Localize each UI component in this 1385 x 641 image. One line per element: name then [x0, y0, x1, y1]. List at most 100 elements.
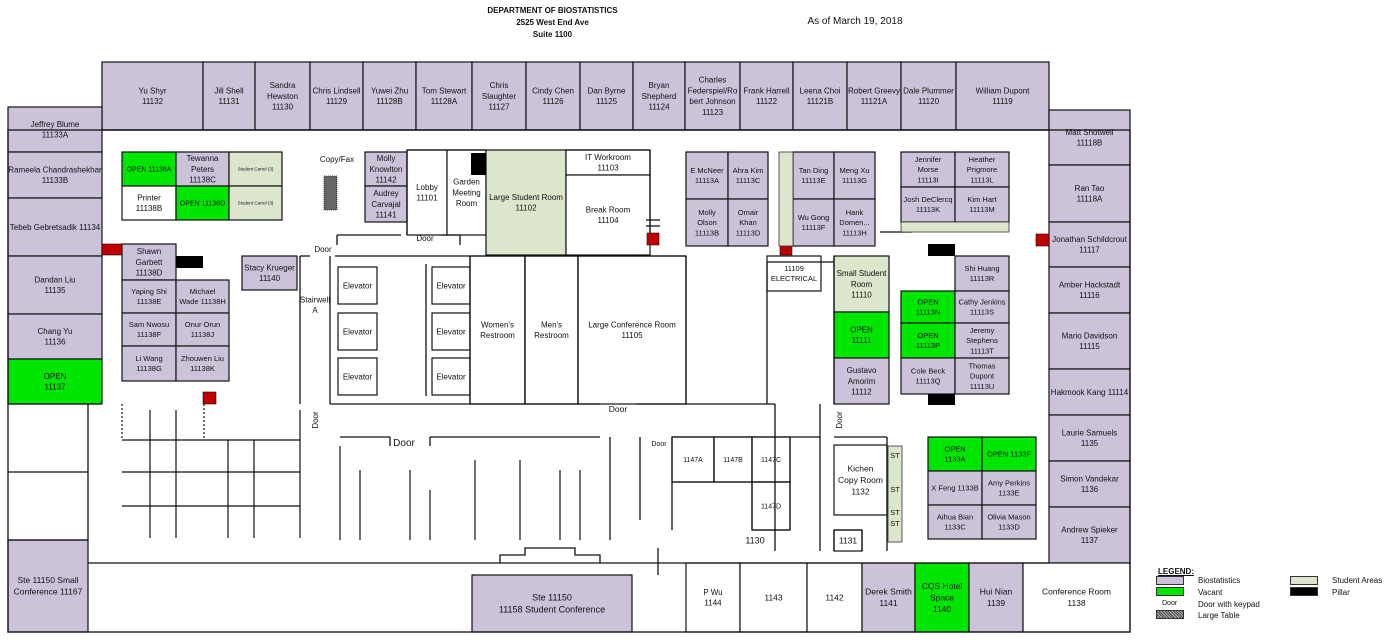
- room-r1138: [1022, 562, 1131, 633]
- room-label: 11138J: [191, 330, 215, 339]
- room-box: [1048, 414, 1131, 462]
- room-r11113r: [954, 255, 1010, 292]
- room-box: [833, 198, 876, 247]
- room-label: 11138B: [136, 204, 162, 213]
- room-label: Charles: [699, 76, 727, 85]
- room-label: 11122: [756, 97, 778, 106]
- room-label: Wade 11138H: [179, 297, 226, 306]
- room-r11113h: [833, 198, 876, 247]
- room-label: Aihua Bian: [937, 513, 973, 522]
- room-label: OPEN 11138D: [180, 200, 225, 207]
- room-label: 11113N: [916, 308, 941, 317]
- room-r11138b: [121, 185, 177, 221]
- room-box: [202, 61, 256, 131]
- room-label: Copy Room: [838, 475, 883, 485]
- room-label: Morse: [918, 165, 939, 174]
- room-label: Hui Nian: [980, 587, 1013, 597]
- room-label: 11136: [44, 338, 66, 347]
- keypad-doors: [101, 232, 1050, 405]
- room-box: [1022, 562, 1131, 633]
- room-label: Women's: [481, 320, 514, 329]
- room-label: Printer: [137, 193, 161, 202]
- room-label: Cathy Jenkins: [958, 298, 1005, 307]
- room-box: [927, 470, 983, 506]
- room-box: [525, 61, 581, 131]
- room-r11138d: [175, 185, 230, 221]
- room-label: 11113B: [695, 228, 719, 237]
- room-label: 11105: [621, 331, 643, 340]
- room-label: 11116: [1079, 291, 1100, 300]
- room-label: 1147B: [723, 457, 743, 464]
- room-label: OPEN: [44, 372, 67, 381]
- room-box: [469, 255, 526, 405]
- room-r11113c: [727, 151, 769, 200]
- room-box: [846, 61, 902, 131]
- room-box: [861, 562, 916, 633]
- room-label: William Dupont: [976, 86, 1031, 95]
- door-label: Door: [311, 411, 320, 429]
- room-label: Yu Shyr: [138, 86, 166, 95]
- room-label: Shepherd: [642, 92, 677, 101]
- room-label: 11128A: [431, 97, 458, 106]
- room-label: OPEN: [850, 325, 873, 334]
- room-r11103: [565, 149, 651, 176]
- room-r1135e: [1048, 414, 1131, 462]
- room-r1133d: [981, 504, 1037, 540]
- room-box: [471, 574, 633, 633]
- room-label: ELECTRICAL: [771, 274, 817, 283]
- room-label: 11103: [597, 164, 619, 173]
- room-r11102: [485, 149, 567, 256]
- room-label: 1147A: [683, 457, 703, 464]
- room-label: 1138: [1067, 598, 1086, 608]
- room-label: 11110: [851, 291, 872, 300]
- legend-door-keypad-label: Door with keypad: [1198, 600, 1260, 609]
- room-label: 11121A: [861, 97, 888, 106]
- room-label: 1139: [987, 598, 1006, 608]
- room-r11113u: [954, 357, 1010, 395]
- room-label: Restroom: [534, 331, 569, 340]
- room-box: [751, 436, 791, 483]
- room-label: Garbett: [136, 258, 163, 267]
- room-label: Li Wang: [135, 354, 162, 363]
- room-label: Room: [851, 280, 873, 289]
- room-r11118a: [1048, 164, 1131, 223]
- room-label: 11113F: [802, 223, 826, 232]
- room-r11138c: [175, 151, 230, 187]
- room-label: CQS Hotel: [922, 581, 963, 591]
- room-label: 11113K: [916, 205, 940, 214]
- room-label: Olson: [697, 218, 717, 227]
- room-label: 1130: [745, 536, 764, 546]
- room-box: [900, 186, 956, 223]
- room-label: 1132: [851, 486, 870, 496]
- room-mens: [524, 255, 579, 405]
- room-r11113m: [954, 186, 1010, 223]
- room-r11116: [1048, 266, 1131, 314]
- room-box: [364, 151, 408, 187]
- room-box: [471, 61, 527, 131]
- room-box: [927, 504, 983, 540]
- room-label: 11113Q: [915, 377, 940, 386]
- room-r11117: [1048, 221, 1131, 268]
- pillar: [471, 153, 486, 175]
- room-box: [7, 151, 103, 199]
- legend-biostat-label: Biostatistics: [1198, 576, 1241, 585]
- room-label: Omair: [738, 208, 759, 217]
- room-r1133b: [927, 470, 983, 506]
- room-label: Matt Shotwell: [1065, 128, 1113, 137]
- room-label: Lobby: [416, 183, 438, 192]
- room-label: OPEN 11138A: [127, 166, 172, 173]
- room-label: Jennifer: [915, 155, 942, 164]
- room-label: 11137: [44, 383, 66, 392]
- room-r1136e: [1048, 460, 1131, 508]
- room-label: 11131: [218, 97, 240, 106]
- legend-vacant-label: Vacant: [1198, 588, 1223, 597]
- room-box: [684, 61, 741, 131]
- door-label: Door: [651, 441, 667, 448]
- room-label: Leena Choi: [800, 86, 841, 95]
- room-box: [337, 312, 378, 351]
- room-box: [1048, 109, 1131, 166]
- storage-label: ST: [890, 485, 900, 494]
- room-r11118b: [1048, 109, 1131, 166]
- room-elev2: [337, 312, 378, 351]
- room-label: Frank Harrell: [743, 86, 789, 95]
